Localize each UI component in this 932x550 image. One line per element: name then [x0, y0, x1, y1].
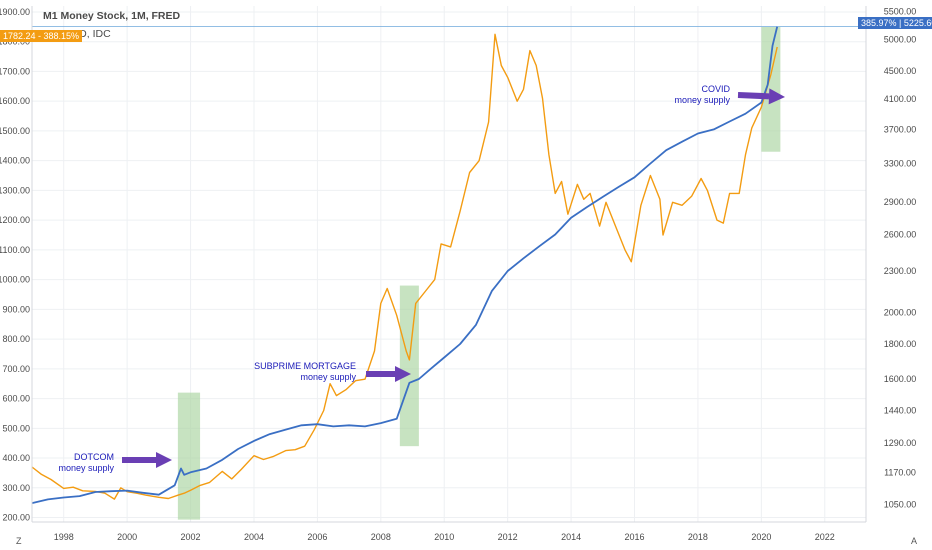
x-tick-label: 2008 — [371, 532, 391, 542]
x-tick-label: 2020 — [751, 532, 771, 542]
x-tick-label: 2016 — [624, 532, 644, 542]
x-tick-label: 2002 — [181, 532, 201, 542]
m1-last-value-badge: 385.97% | 5225.60 — [858, 17, 932, 29]
arrow-dotcom-head — [156, 452, 172, 468]
arrow-subprime-head — [395, 366, 411, 382]
y-left-tick-label: 1400.00 — [0, 156, 30, 166]
y-left-tick-label: 700.00 — [2, 364, 30, 374]
x-tick-label: 2014 — [561, 532, 581, 542]
x-tick-label: 2018 — [688, 532, 708, 542]
y-right-tick-label: 1600.00 — [884, 374, 917, 384]
x-tick-label: 2010 — [434, 532, 454, 542]
y-right-tick-label: 1170.00 — [884, 467, 916, 477]
gold-price-line — [31, 33, 778, 500]
corner-left-label[interactable]: Z — [16, 536, 22, 546]
y-left-tick-label: 1600.00 — [0, 96, 30, 106]
x-tick-label: 2000 — [117, 532, 137, 542]
y-right-tick-label: 2000.00 — [884, 308, 917, 318]
m1-money-stock-line — [31, 26, 779, 504]
y-right-tick-label: 5500.00 — [884, 6, 917, 16]
annotation-dotcom-line1: DOTCOM — [74, 452, 114, 462]
y-right-tick-label: 3300.00 — [884, 158, 917, 168]
annotation-subprime-line1: SUBPRIME MORTGAGE — [254, 361, 356, 371]
y-left-tick-label: 900.00 — [2, 304, 30, 314]
annotation-subprime: SUBPRIME MORTGAGE money supply — [250, 361, 356, 383]
annotation-dotcom: DOTCOM money supply — [40, 452, 114, 474]
y-left-tick-label: 400.00 — [2, 453, 30, 463]
y-left-tick-label: 1900.00 — [0, 7, 30, 17]
y-left-tick-label: 200.00 — [2, 513, 30, 523]
annotation-covid: COVID money supply — [660, 84, 730, 106]
annotation-covid-line2: money supply — [674, 95, 730, 105]
y-right-tick-label: 1440.00 — [884, 405, 917, 415]
y-left-tick-label: 1100.00 — [0, 245, 30, 255]
x-tick-label: 2006 — [307, 532, 327, 542]
y-right-tick-label: 1290.00 — [884, 438, 917, 448]
y-left-tick-label: 1200.00 — [0, 215, 30, 225]
y-left-tick-label: 500.00 — [2, 423, 30, 433]
y-left-tick-label: 1700.00 — [0, 66, 30, 76]
x-tick-label: 1998 — [54, 532, 74, 542]
annotation-subprime-line2: money supply — [300, 372, 356, 382]
x-tick-label: 2022 — [815, 532, 835, 542]
y-right-tick-label: 2600.00 — [884, 229, 917, 239]
y-right-tick-label: 1050.00 — [884, 499, 917, 509]
y-left-tick-label: 1500.00 — [0, 126, 30, 136]
annotation-covid-line1: COVID — [701, 84, 730, 94]
y-left-tick-label: 1000.00 — [0, 275, 30, 285]
arrow-covid-shaft — [737, 92, 770, 100]
highlight-period-2 — [399, 285, 419, 447]
y-right-tick-label: 3700.00 — [884, 124, 917, 134]
y-left-tick-label: 600.00 — [2, 394, 30, 404]
y-right-tick-label: 5000.00 — [884, 35, 917, 45]
y-right-tick-label: 4100.00 — [884, 94, 917, 104]
chart-title: M1 Money Stock, 1M, FRED — [43, 10, 181, 22]
y-left-tick-label: 800.00 — [2, 334, 30, 344]
arrow-covid-head — [768, 88, 785, 105]
x-tick-label: 2012 — [498, 532, 518, 542]
gold-last-value-badge: 1782.24 - 388.15% — [0, 30, 83, 42]
x-tick-label: 2004 — [244, 532, 264, 542]
y-right-tick-label: 4500.00 — [884, 66, 917, 76]
y-right-tick-label: 1800.00 — [884, 339, 917, 349]
corner-right-label[interactable]: A — [911, 536, 918, 546]
y-right-tick-label: 2900.00 — [884, 197, 917, 207]
highlight-period-1 — [177, 392, 201, 520]
y-left-tick-label: 1300.00 — [0, 185, 30, 195]
y-left-tick-label: 300.00 — [2, 483, 30, 493]
y-right-tick-label: 2300.00 — [884, 266, 917, 276]
annotation-dotcom-line2: money supply — [58, 463, 114, 473]
